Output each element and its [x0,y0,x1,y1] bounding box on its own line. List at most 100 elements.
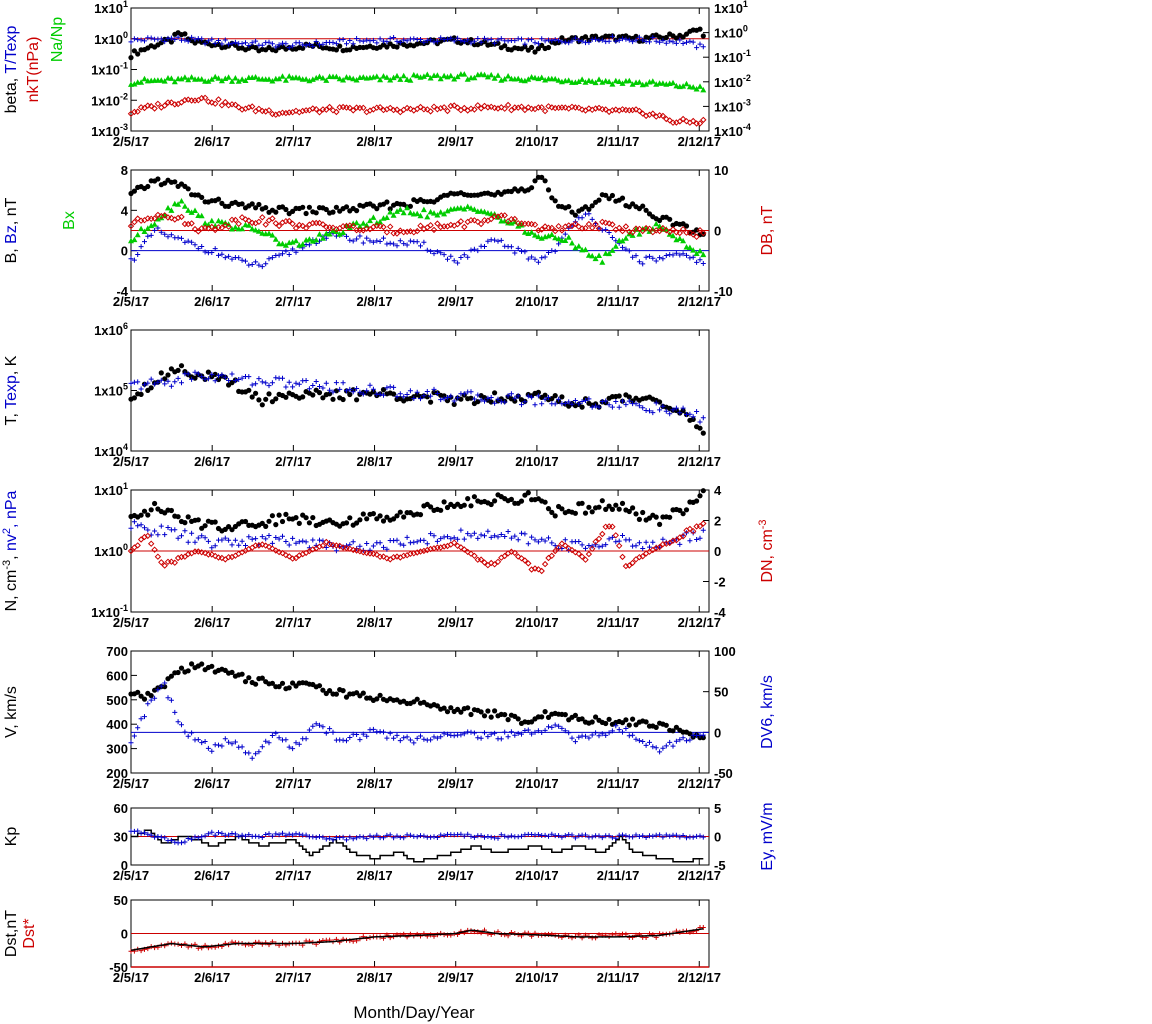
data-point [471,106,478,113]
data-point [485,834,491,839]
data-point [152,834,158,840]
data-point [632,106,640,113]
data-point [158,370,164,376]
data-point [283,737,289,743]
data-point [663,227,670,234]
data-point [522,249,528,255]
data-point [629,229,636,236]
data-point [474,218,482,226]
data-point [303,736,309,742]
data-point [606,503,612,509]
data-point [185,733,191,739]
data-point [482,398,487,404]
data-point [673,832,679,838]
data-point [337,43,343,49]
data-point [154,211,162,219]
data-point [343,694,350,700]
data-point [411,539,417,545]
data-point [673,405,679,411]
data-point [293,237,299,244]
data-point [421,833,427,839]
data-point [212,543,218,549]
data-point [370,510,376,517]
data-point [599,530,606,538]
data-point [276,832,282,838]
data-point [599,498,605,504]
data-point [313,74,320,81]
data-point [269,215,276,222]
data-point [192,834,198,840]
data-point [545,506,552,512]
data-point [417,103,424,111]
data-point [199,194,205,200]
data-point [505,717,511,723]
data-point [552,198,558,204]
data-point [461,104,468,112]
data-point [323,538,330,546]
data-point [556,37,562,43]
data-point [381,544,386,550]
data-point [461,391,467,397]
data-point [603,542,609,548]
data-point [165,378,171,384]
data-point [519,402,524,408]
data-point [431,533,437,539]
y-axis-label: N, cm-3, nv2, nPa [1,490,20,611]
data-point [188,74,195,80]
data-point [290,43,296,49]
data-point [172,37,178,42]
data-point [576,539,582,544]
data-point [660,536,666,542]
data-point [340,380,346,386]
data-point [158,77,165,83]
data-point [660,38,666,44]
data-point [696,120,704,127]
data-point [539,42,545,49]
data-point [450,102,458,109]
data-point [272,220,280,227]
data-point [562,833,568,839]
data-point [317,938,322,944]
data-point [374,696,380,702]
data-point [468,729,474,735]
data-point [283,832,289,838]
data-point [623,726,629,731]
data-point [381,235,386,241]
data-point [566,730,572,736]
data-point [310,537,316,543]
data-point [179,840,184,846]
data-point [424,213,431,220]
y-tick-label-right: 0 [714,830,721,845]
data-point [205,78,212,84]
data-point [606,250,613,257]
data-point [377,76,384,83]
data-point [323,235,329,241]
data-point [131,36,137,42]
y-tick-label-right: 5 [714,801,721,816]
data-point [162,680,168,686]
y-tick-label: 1x106 [94,321,128,338]
data-point [572,510,579,516]
data-point [549,38,555,44]
data-point [316,219,323,227]
data-point [239,257,245,263]
data-point [340,37,346,42]
data-point [134,231,141,238]
data-point [535,233,542,240]
data-point [450,539,458,546]
data-point [152,528,158,534]
data-point [700,488,706,494]
data-point [657,255,663,261]
data-point [211,552,219,560]
data-point [131,48,137,54]
data-point [558,227,566,234]
data-point [428,37,434,43]
data-point [451,535,457,541]
data-point [357,389,363,395]
data-point [296,75,303,81]
data-point [424,394,430,400]
data-point [667,739,673,745]
data-point [606,833,612,839]
data-point [198,549,205,556]
data-point [475,399,481,405]
